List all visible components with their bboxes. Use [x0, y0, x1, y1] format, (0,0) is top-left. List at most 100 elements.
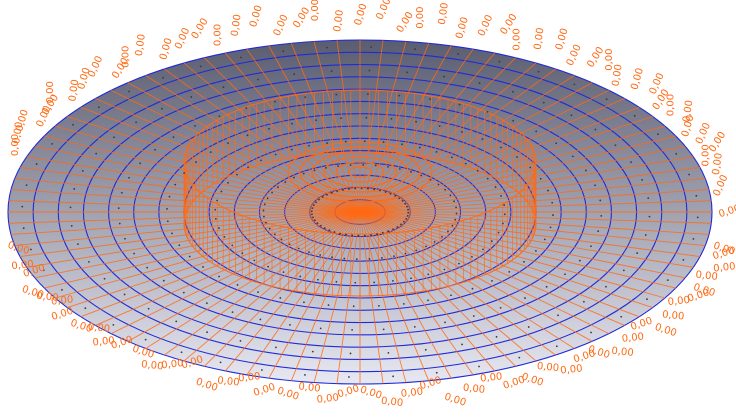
value-label: 0,00 — [565, 43, 584, 68]
mesh-node — [355, 258, 358, 261]
mesh-node — [345, 233, 347, 236]
radial-line — [10, 211, 361, 235]
mesh-node — [512, 119, 515, 122]
mesh-node — [308, 251, 310, 253]
mesh-node — [458, 103, 461, 106]
mesh-node — [206, 331, 208, 334]
radial-line — [359, 116, 653, 213]
mesh-node — [368, 258, 371, 260]
mesh-node — [605, 285, 607, 288]
mesh-node — [267, 265, 270, 268]
mesh-node — [223, 236, 226, 238]
mesh-node — [319, 254, 322, 256]
mesh-node — [387, 230, 390, 233]
mesh-node — [370, 46, 372, 48]
mesh-node — [337, 165, 339, 167]
value-label: 0,00 — [621, 332, 644, 345]
mesh-node — [188, 255, 191, 258]
center-ring — [299, 146, 421, 198]
mesh-node — [360, 187, 363, 190]
value-label: 0,00 — [332, 9, 346, 33]
value-label: 0,00 — [667, 295, 690, 308]
value-label: 0,00 — [11, 121, 25, 145]
mesh-node — [117, 207, 120, 210]
mesh-node — [77, 243, 79, 246]
value-label: 0,00 — [230, 14, 244, 38]
mesh-node — [227, 181, 229, 184]
mesh-node — [354, 281, 357, 284]
radial-line — [359, 211, 653, 308]
radial-line — [80, 211, 361, 318]
mesh-node — [405, 217, 408, 220]
value-label: 0,00 — [67, 79, 81, 103]
mesh-node — [539, 177, 542, 180]
value-label: 0,00 — [554, 27, 571, 51]
mesh-node — [585, 169, 587, 172]
value-label: 0,00 — [662, 309, 685, 322]
radial-line — [359, 177, 706, 213]
value-label: 0,00 — [717, 203, 736, 220]
mesh-node — [166, 220, 169, 223]
mesh-node — [259, 318, 262, 321]
mesh-node — [280, 238, 283, 241]
mesh-node — [336, 190, 339, 193]
mesh-node — [339, 232, 341, 235]
radial-line — [336, 40, 361, 213]
mesh-node — [310, 210, 313, 213]
value-label: 0,00 — [121, 46, 132, 68]
mesh-node — [304, 374, 306, 376]
mesh-node — [382, 141, 385, 144]
value-label: 0,00 — [611, 346, 634, 359]
radial-line — [95, 211, 361, 326]
mesh-node — [194, 125, 196, 127]
mesh-node — [471, 287, 474, 290]
value-label: 0,00 — [437, 2, 451, 26]
mesh-node — [392, 228, 394, 231]
mesh-node — [174, 183, 177, 186]
value-label: 0,00 — [298, 381, 321, 394]
radial-line — [359, 211, 474, 376]
mesh-node — [696, 216, 699, 219]
mesh-node — [406, 205, 408, 208]
mesh-node — [501, 222, 504, 225]
mesh-node — [529, 166, 532, 169]
mesh-node — [245, 107, 248, 109]
mesh-node — [657, 133, 659, 136]
value-label: 0,00 — [238, 371, 261, 384]
mesh-node — [534, 250, 537, 252]
mesh-node — [695, 194, 698, 197]
mesh-node — [503, 213, 506, 216]
radial-line — [359, 98, 625, 213]
mesh-node — [246, 134, 249, 137]
center-ring — [347, 166, 373, 178]
mesh-node — [486, 177, 489, 180]
mesh-node — [218, 115, 221, 118]
mesh-node — [378, 304, 380, 307]
radial-line — [359, 57, 517, 213]
mesh-node — [263, 215, 265, 218]
mesh-node — [438, 125, 441, 127]
mesh-node — [454, 218, 457, 221]
mesh-node — [622, 269, 625, 272]
mesh-node — [571, 155, 574, 158]
mesh-node — [366, 187, 369, 190]
radial-line — [336, 211, 361, 384]
value-label: 0,00 — [217, 375, 240, 388]
mesh-node — [241, 252, 244, 255]
value-label: 0,00 — [400, 387, 423, 400]
mesh-node — [390, 118, 393, 120]
mesh-node — [351, 234, 354, 237]
mesh-node — [455, 206, 457, 209]
mesh-node — [503, 204, 506, 206]
mesh-node — [348, 376, 350, 378]
mesh-node — [524, 297, 526, 299]
mesh-node — [260, 159, 262, 162]
mesh-node — [349, 352, 352, 355]
mesh-node — [171, 232, 173, 235]
mesh-node — [84, 307, 87, 310]
mesh-node — [180, 351, 183, 354]
mesh-node — [268, 127, 270, 130]
mesh-node — [311, 350, 314, 353]
